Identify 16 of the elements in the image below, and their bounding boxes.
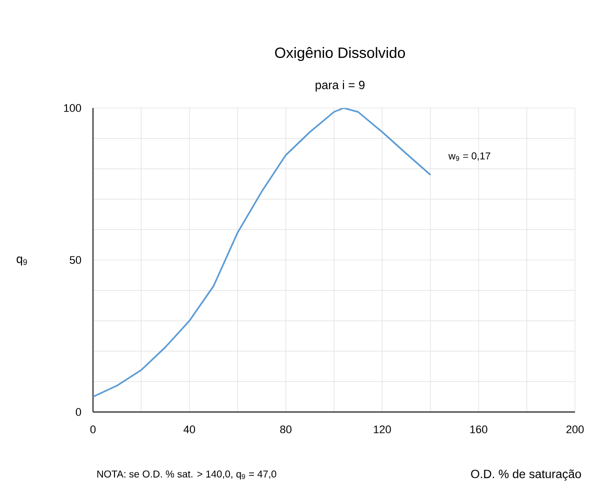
text: NOTA: se O.D. % sat. > 140,0, q$_{9}$ = 47,0 bbox=[97, 470, 276, 480]
x-tick-label: 120 bbox=[374, 425, 391, 434]
x-tick-label: 40 bbox=[184, 425, 196, 434]
annotation: w$_{9}$ = 0,17 bbox=[448, 152, 490, 161]
y-tick-label: 100 bbox=[64, 104, 82, 112]
x-tick-label: 0 bbox=[90, 425, 96, 434]
x-axis-title: O.D. % de saturação bbox=[471, 469, 581, 481]
y-tick-label: 0 bbox=[76, 408, 82, 416]
x-tick-label: 160 bbox=[470, 425, 488, 434]
chart-title: Oxigênio Dissolvido bbox=[275, 47, 405, 61]
x-tick-label: 80 bbox=[280, 425, 292, 434]
y-axis-title: q$_{9}$ bbox=[16, 256, 27, 266]
line-series bbox=[93, 108, 432, 398]
x-tick-label: 200 bbox=[566, 425, 584, 434]
chart-subtitle: para i = 9 bbox=[316, 80, 365, 92]
y-tick-label: 50 bbox=[70, 256, 82, 264]
